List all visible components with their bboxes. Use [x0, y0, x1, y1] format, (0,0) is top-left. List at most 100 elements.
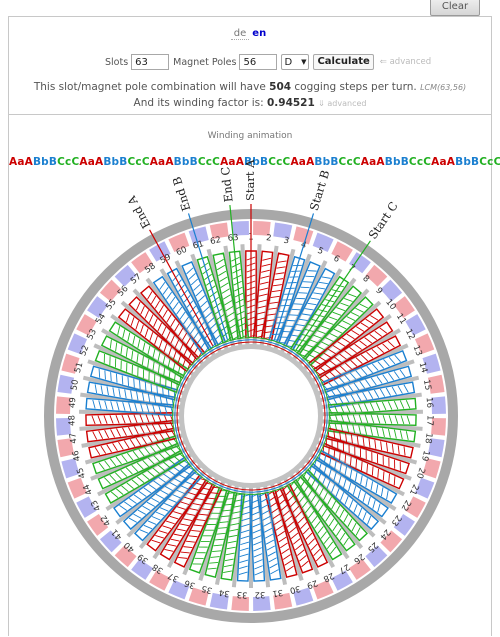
winding-advanced-link[interactable]: ⇓ advanced	[318, 99, 367, 108]
coil-hatch	[322, 444, 396, 486]
coil-hatch	[266, 490, 294, 572]
coil-hatch	[91, 413, 174, 425]
lead-wire	[295, 240, 371, 351]
coil-outline	[313, 321, 394, 379]
sequence-letter: a	[87, 156, 95, 168]
coil-34	[220, 492, 246, 581]
coil-57	[139, 285, 206, 361]
sequence-letter: a	[369, 156, 377, 168]
cogging-result: This slot/magnet pole combination will h…	[9, 81, 491, 93]
coil-outline	[302, 296, 374, 366]
magnet-poles-input[interactable]	[239, 54, 278, 70]
magnet-pole	[67, 477, 88, 499]
sequence-letter: a	[439, 156, 447, 168]
magnet-pole	[57, 374, 75, 394]
stator-tooth	[288, 472, 350, 560]
coil-outline	[325, 427, 414, 459]
magnet-pole	[293, 587, 314, 606]
calculate-button[interactable]: Calculate	[313, 54, 374, 70]
sequence-letter: b	[252, 156, 260, 168]
clear-button[interactable]: Clear	[430, 0, 480, 16]
slot-number: 11	[394, 312, 408, 327]
coil-outline	[139, 285, 206, 361]
sequence-letter: B	[330, 156, 339, 168]
coil-outline	[88, 427, 177, 459]
advanced-toggle-link[interactable]: ⇐ advanced	[379, 57, 432, 67]
magnet-pole	[431, 418, 446, 436]
magnet-pole	[56, 396, 71, 414]
cogging-prefix: This slot/magnet pole combination will h…	[33, 81, 266, 93]
slot-number: 50	[69, 379, 81, 391]
language-de-link[interactable]: de	[230, 28, 250, 40]
coil-28	[279, 483, 329, 568]
stator-tooth	[80, 392, 182, 410]
stator-tooth	[259, 245, 279, 348]
coil-53	[100, 335, 185, 386]
coil-35	[204, 490, 238, 579]
stator-tooth	[101, 328, 192, 383]
sequence-letter: A	[376, 156, 385, 168]
coil-hatch	[110, 452, 186, 498]
coil-hatch	[328, 399, 411, 415]
coil-hatch	[92, 421, 175, 440]
coil-hatch	[313, 327, 388, 376]
coil-hatch	[125, 313, 191, 371]
sequence-letter: A	[220, 156, 229, 168]
coil-17	[328, 412, 417, 427]
coil-hatch	[327, 429, 406, 456]
coil-outline	[220, 492, 246, 581]
stator-tooth	[214, 484, 240, 585]
coil-2	[252, 250, 274, 339]
sequence-letter: A	[306, 156, 315, 168]
winding-factor-value: 0.94521	[266, 97, 315, 109]
magnet-pole	[188, 587, 209, 606]
slot-number: 19	[419, 449, 431, 462]
stator-tooth	[306, 313, 392, 377]
slot-number: 37	[167, 570, 181, 584]
coil-outline	[328, 412, 417, 427]
coil-8	[296, 285, 363, 361]
coil-12	[317, 335, 402, 386]
coil-outline	[236, 493, 254, 582]
stator-tooth	[93, 343, 189, 390]
sequence-letter: B	[455, 156, 464, 168]
coil-hatch	[318, 451, 389, 500]
coil-outline	[113, 456, 192, 518]
coil-hatch	[277, 270, 317, 344]
coil-45	[92, 435, 179, 475]
coil-41	[122, 463, 197, 531]
coil-outline	[317, 335, 402, 386]
coil-outline	[94, 349, 181, 393]
sequence-letter: B	[314, 156, 323, 168]
stator-tooth	[79, 409, 182, 417]
slot-number: 36	[183, 577, 197, 590]
stator-tooth	[240, 244, 250, 347]
coil-48	[85, 412, 174, 427]
coil-hatch	[164, 482, 215, 552]
stator-tooth	[110, 313, 196, 377]
slot-number: 18	[422, 432, 433, 444]
magnet-pole	[231, 221, 249, 236]
slot-number: 44	[82, 482, 96, 496]
slot-number: 21	[407, 482, 421, 496]
sequence-letter: C	[212, 156, 221, 168]
language-en-link[interactable]: en	[252, 28, 267, 39]
coil-hatch	[207, 492, 236, 570]
phase-connection-ring	[172, 337, 330, 495]
lead-label: Start C	[366, 199, 401, 242]
slot-number: 6	[332, 254, 342, 265]
sequence-letter: c	[276, 156, 283, 168]
layout-select[interactable]: D ▼	[281, 54, 310, 70]
magnet-pole	[168, 579, 190, 600]
sequence-letter: b	[322, 156, 331, 168]
stator-tooth	[317, 433, 418, 465]
slot-number: 35	[200, 583, 213, 595]
magnet-pole	[209, 222, 229, 240]
slots-input[interactable]	[131, 54, 170, 70]
slot-number: 62	[209, 235, 222, 247]
coil-outline	[293, 474, 356, 552]
coil-outline	[146, 474, 209, 552]
slot-number: 27	[337, 561, 351, 575]
stator-tooth	[279, 260, 328, 354]
sequence-letter: C	[141, 156, 150, 168]
